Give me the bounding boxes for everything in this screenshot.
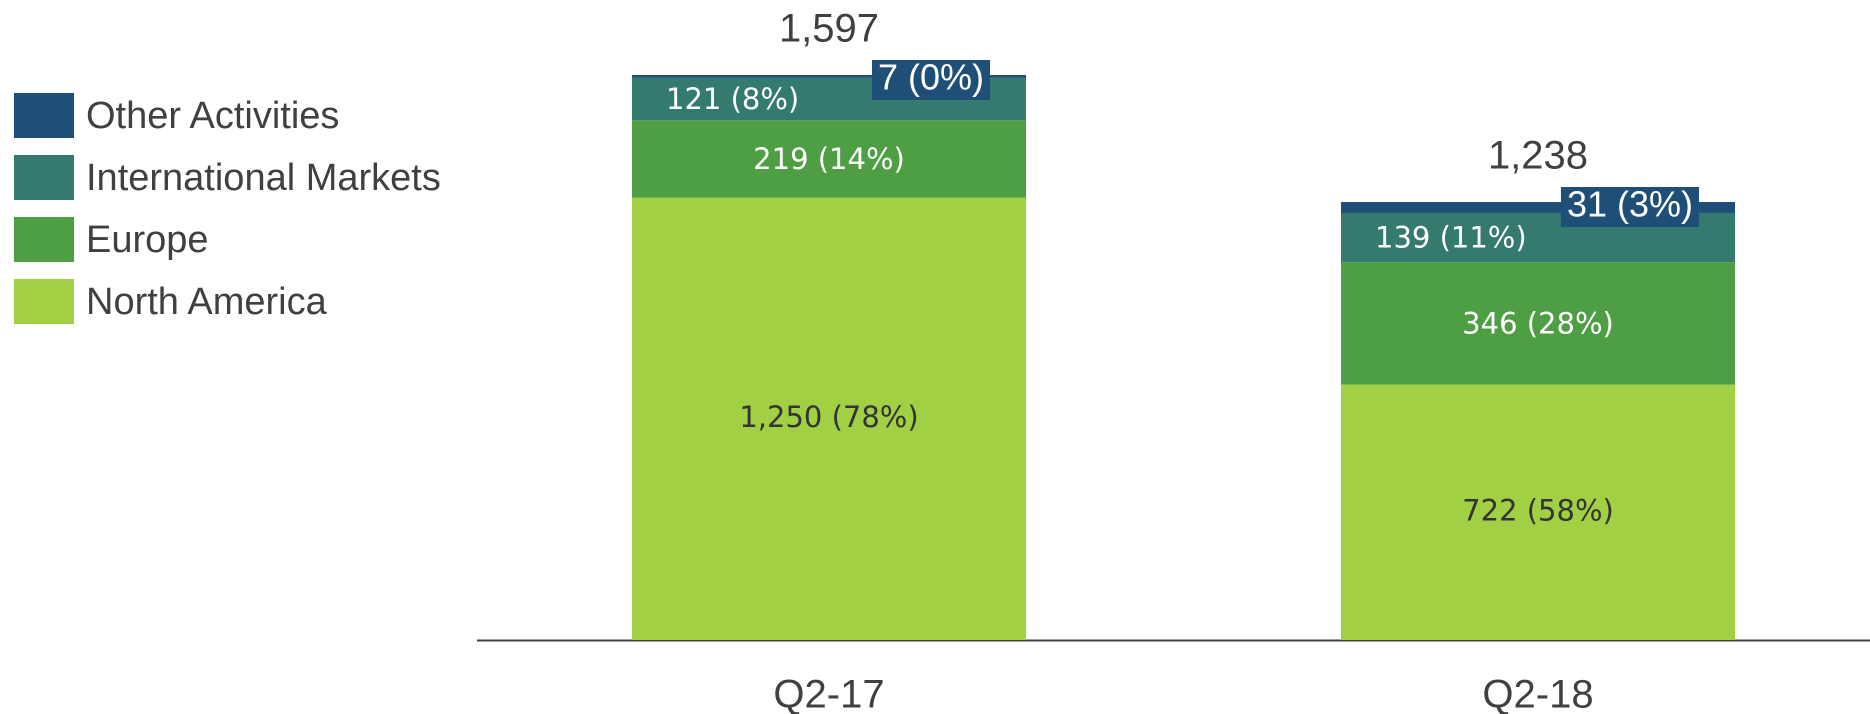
- total-label: 1,238: [1488, 134, 1588, 178]
- legend-label: International Markets: [86, 157, 441, 199]
- label-background: [871, 60, 990, 100]
- legend-label: Europe: [86, 219, 209, 261]
- legend-label: Other Activities: [86, 95, 339, 137]
- total-label: 1,597: [779, 7, 879, 51]
- x-tick-label: Q2-18: [1482, 673, 1593, 714]
- value-label: 31 (3%): [1567, 184, 1693, 225]
- value-label: 7 (0%): [878, 57, 984, 98]
- bar-segment: [1341, 384, 1735, 640]
- bar-segment: [1341, 202, 1735, 213]
- value-label-box: 31 (3%): [1560, 184, 1699, 228]
- legend-swatch: [14, 93, 74, 138]
- value-label-box: 7 (0%): [871, 57, 990, 100]
- legend-swatch: [14, 279, 74, 324]
- value-label: 139 (11%): [1375, 221, 1527, 255]
- x-tick-label: Q2-17: [773, 673, 884, 714]
- value-label: 346 (28%): [1462, 306, 1614, 340]
- legend-swatch: [14, 155, 74, 200]
- bar-segment: [632, 120, 1026, 198]
- label-background: [1560, 187, 1699, 228]
- value-label: 722 (58%): [1462, 493, 1614, 527]
- legend-label: North America: [86, 281, 328, 323]
- bar-segment: [632, 197, 1026, 640]
- legend-swatch: [14, 217, 74, 262]
- value-label: 1,250 (78%): [739, 400, 918, 434]
- value-label: 121 (8%): [666, 82, 799, 116]
- value-label: 219 (14%): [753, 142, 905, 176]
- bar-segment: [1341, 262, 1735, 385]
- bar-segment: [632, 75, 1026, 78]
